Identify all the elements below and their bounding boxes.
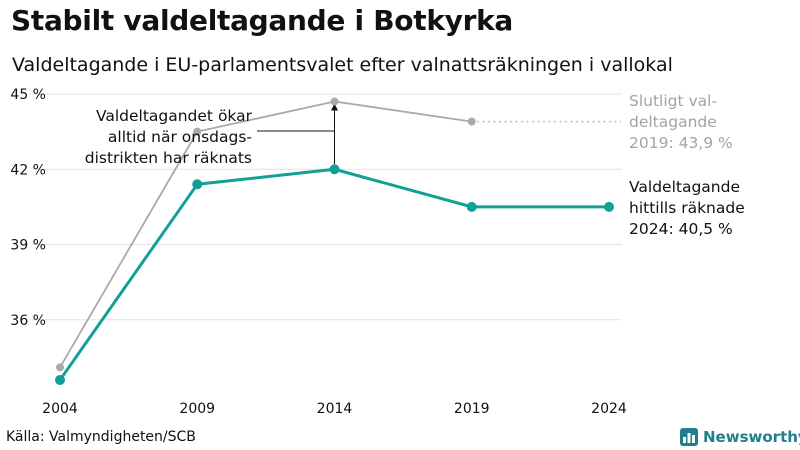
counted-turnout-point — [604, 201, 614, 212]
arrow-note: Valdeltagandet ökar alltid när onsdags-di… — [85, 107, 253, 167]
final-turnout-label-line: Slutligt val- — [629, 92, 717, 110]
counted-turnout-point — [192, 179, 203, 190]
series-lines — [55, 97, 621, 385]
annotations: Valdeltagandet ökar alltid när onsdags-di… — [85, 92, 745, 238]
bar-chart-icon — [680, 428, 698, 446]
counted-turnout-point — [55, 374, 65, 385]
final-turnout-label-line: deltagande — [629, 113, 717, 131]
x-tick-label: 2004 — [42, 401, 78, 417]
final-turnout-label-line: 2019: 43,9 % — [629, 134, 733, 152]
final-turnout-point — [467, 117, 476, 126]
y-tick-label: 36 % — [10, 313, 46, 329]
final-turnout-label: Slutligt val-deltagande 2019: 43,9 % — [629, 92, 733, 152]
line-chart: 36 % 39 % 42 % 45 % 2004 2009 2014 2019 2024 Va… — [10, 87, 745, 417]
current-turnout-label: Valdeltagande hittills räknade 2024: 40,5 … — [629, 178, 745, 238]
current-turnout-label-line: 2024: 40,5 % — [629, 220, 733, 238]
x-tick-label: 2019 — [454, 401, 490, 417]
brand-name: Newsworthy — [703, 428, 800, 446]
gridlines — [32, 93, 622, 321]
arrow-note-line: alltid när onsdags- — [108, 128, 252, 146]
y-tick-label: 42 % — [10, 162, 46, 178]
source-note: Källa: Valmyndigheten/SCB — [6, 429, 196, 445]
x-tick-label: 2024 — [591, 401, 627, 417]
final-turnout-point — [330, 97, 339, 106]
x-axis-tick-labels: 2004 2009 2014 2019 2024 — [42, 401, 627, 417]
counted-turnout-point — [466, 201, 477, 212]
arrow-note-line: distrikten har räknats — [85, 149, 252, 167]
y-tick-label: 45 % — [10, 87, 46, 103]
current-turnout-label-line: hittills räknade — [629, 199, 745, 217]
chart-title: Stabilt valdeltagande i Botkyrka — [11, 4, 514, 37]
brand-logo: Newsworthy — [680, 424, 800, 450]
arrow-head — [331, 103, 338, 111]
x-tick-label: 2014 — [317, 401, 353, 417]
arrow-note-line: Valdeltagandet ökar — [96, 107, 253, 125]
final-turnout-point — [193, 127, 202, 136]
current-turnout-label-line: Valdeltagande — [629, 178, 740, 196]
counted-turnout-line — [58, 167, 609, 381]
final-turnout-point — [56, 363, 64, 372]
y-axis-tick-labels: 36 % 39 % 42 % 45 % — [10, 87, 46, 329]
y-tick-label: 39 % — [10, 238, 46, 254]
counted-turnout-point — [329, 164, 340, 175]
final-turnout-line — [59, 100, 472, 368]
chart-subtitle: Valdeltagande i EU-parlamentsvalet efter… — [12, 54, 673, 76]
x-tick-label: 2009 — [179, 401, 215, 417]
